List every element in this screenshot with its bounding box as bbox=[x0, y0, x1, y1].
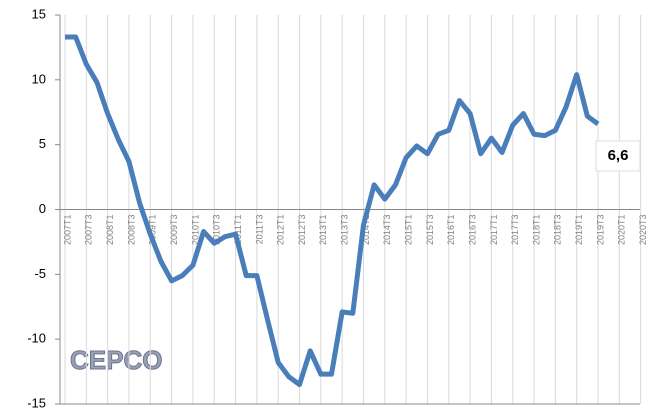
x-tick-label: 2015T3 bbox=[425, 215, 435, 246]
annotation-box bbox=[595, 140, 641, 172]
y-tick-label: -5 bbox=[34, 266, 46, 281]
x-tick-label: 2010T1 bbox=[190, 215, 200, 246]
x-tick-label: 2019T1 bbox=[574, 215, 584, 246]
x-tick-label: 2020T1 bbox=[617, 215, 627, 246]
x-tick-label: 2019T3 bbox=[595, 215, 605, 246]
x-tick-label: 2008T3 bbox=[126, 215, 136, 246]
y-tick-label: 5 bbox=[39, 136, 46, 151]
x-tick-label: 2020T3 bbox=[638, 215, 648, 246]
annotation: 6,6 bbox=[608, 147, 629, 164]
x-tick-label: 2014T3 bbox=[382, 215, 392, 246]
x-tick-label: 2015T1 bbox=[403, 215, 413, 246]
x-tick-label: 2014T1 bbox=[361, 215, 371, 246]
x-tick-label: 2013T3 bbox=[340, 215, 350, 246]
x-tick-label: 2012T1 bbox=[276, 215, 286, 246]
x-tick-label: 2007T3 bbox=[84, 215, 94, 246]
x-tick-label: 2017T3 bbox=[510, 215, 520, 246]
x-tick-label: 2017T1 bbox=[489, 215, 499, 246]
x-tick-label: 2009T1 bbox=[148, 215, 158, 246]
x-tick-label: 2018T3 bbox=[553, 215, 563, 246]
x-tick-label: 2008T1 bbox=[105, 215, 115, 246]
x-tick-label: 2018T1 bbox=[531, 215, 541, 246]
x-tick-label: 2007T1 bbox=[62, 215, 72, 246]
logo: CEPCO bbox=[70, 345, 162, 375]
data-line bbox=[65, 34, 600, 388]
x-tick-label: 2010T3 bbox=[212, 215, 222, 246]
x-tick-label: 2016T1 bbox=[446, 215, 456, 246]
y-tick-label: 10 bbox=[32, 71, 46, 86]
y-tick-label: 0 bbox=[39, 201, 46, 216]
x-tick-label: 2011T3 bbox=[254, 215, 264, 245]
x-tick-label: 2012T3 bbox=[297, 215, 307, 246]
y-tick-label: 15 bbox=[32, 6, 46, 21]
x-tick-label: 2013T1 bbox=[318, 215, 328, 246]
x-tick-label: 2011T1 bbox=[233, 215, 243, 245]
x-tick-label: 2016T3 bbox=[467, 215, 477, 246]
x-tick-label: 2009T3 bbox=[169, 215, 179, 246]
y-tick-label: -10 bbox=[27, 331, 46, 346]
y-tick-label: -15 bbox=[27, 395, 46, 408]
